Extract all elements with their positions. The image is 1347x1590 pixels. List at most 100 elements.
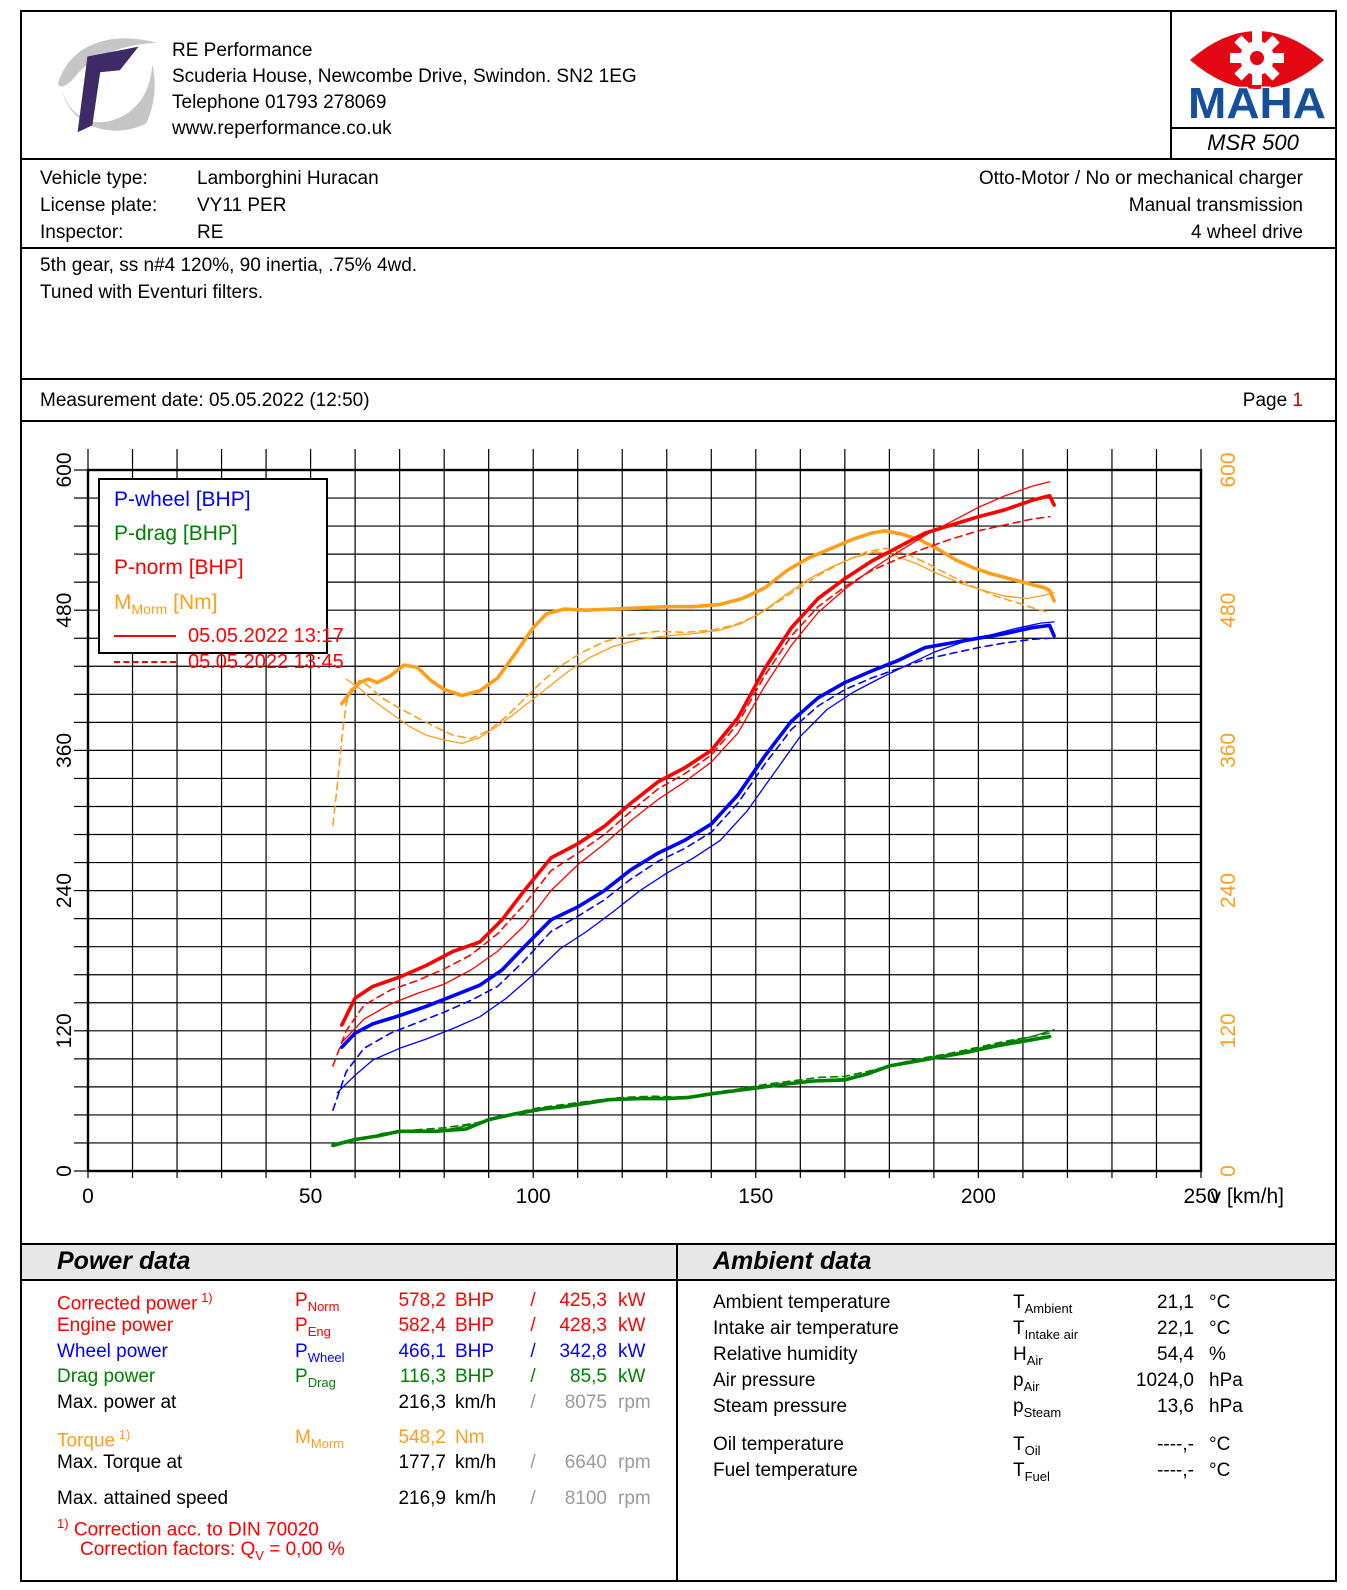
- vehicle-bottom-rule: [22, 247, 1335, 249]
- ambient-data-row: Air pressure pAir 1024,0 hPa: [713, 1370, 1243, 1394]
- ambient-data-row: Relative humidity HAir 54,4%: [713, 1344, 1226, 1368]
- license-plate-value: VY11 PER: [197, 195, 287, 216]
- header-divider: [1170, 12, 1172, 160]
- company-name: RE Performance: [172, 40, 313, 61]
- power-data-row: Torque 1) MMorm 548,2 Nm: [57, 1427, 485, 1452]
- svg-text:600: 600: [1217, 452, 1240, 487]
- comment-line: 5th gear, ss n#4 120%, 90 inertia, .75% …: [40, 255, 418, 276]
- header-bottom-rule: [22, 158, 1335, 160]
- curve-p-norm-bhp--13-17: [341, 481, 1051, 1044]
- ambient-data-row: Fuel temperature TFuel ----,- °C: [713, 1460, 1231, 1484]
- power-data-band: [22, 1243, 676, 1281]
- legend-run-dashed: 05.05.2022 13:45: [114, 649, 344, 675]
- chart-legend: P-wheel [BHP] P-drag [BHP] P-norm [BHP] …: [98, 478, 344, 673]
- svg-text:360: 360: [1217, 733, 1240, 768]
- svg-text:0: 0: [53, 1165, 76, 1177]
- page-border: [20, 10, 1337, 1582]
- company-block: RE Performance Scuderia House, Newcombe …: [172, 38, 637, 142]
- ambient-data-row: Steam pressure pSteam 13,6 hPa: [713, 1396, 1243, 1420]
- page-number: 1: [1292, 390, 1303, 411]
- comment-line: Tuned with Eventuri filters.: [40, 282, 264, 303]
- dashed-line-sample-icon: [114, 661, 176, 664]
- svg-text:150: 150: [738, 1185, 773, 1208]
- power-data-row: Wheel power PWheel 466,1 BHP/342,8 kW: [57, 1340, 646, 1365]
- curve-p-drag-bhp--main-12-50: [331, 1034, 1052, 1148]
- device-model: MSR 500: [1207, 130, 1299, 155]
- svg-text:120: 120: [1217, 1013, 1240, 1048]
- comment-block: 5th gear, ss n#4 120%, 90 inertia, .75% …: [40, 252, 417, 306]
- svg-text:120: 120: [53, 1013, 76, 1048]
- panel-divider: [676, 1243, 678, 1580]
- chart-curves: [331, 481, 1056, 1148]
- curve-m-morm-nm--13-17: [345, 551, 1055, 745]
- inspector-value: RE: [197, 222, 224, 243]
- engine-type: Otto-Motor / No or mechanical charger: [978, 168, 1303, 189]
- curve-p-norm-bhp--13-45: [332, 515, 1051, 1067]
- svg-text:360: 360: [53, 733, 76, 768]
- chart-grid: [86, 468, 1203, 1173]
- re-performance-logo: [57, 38, 157, 133]
- legend-item-p-wheel: P-wheel [BHP]: [114, 488, 251, 511]
- page-indicator: Page 1: [1242, 390, 1303, 411]
- svg-text:100: 100: [516, 1185, 551, 1208]
- curve-p-wheel-bhp--main-12-50: [339, 623, 1056, 1050]
- maha-gear-icon: [1230, 31, 1284, 85]
- measurement-bar: Measurement date: 05.05.2022 (12:50) Pag…: [40, 383, 1303, 419]
- curve-p-wheel-bhp--13-17: [336, 621, 1055, 1094]
- maha-box-rule: [1172, 127, 1335, 129]
- correction-factors: Correction factors: QV = 0,00 %: [80, 1539, 345, 1563]
- company-website: www.reperformance.co.uk: [172, 118, 392, 139]
- dyno-chart: 0 50 100 150 200 250 0 0 120 120 240 240 360 360 480 48…: [0, 425, 1347, 1230]
- axis-ticks: [74, 449, 1202, 1178]
- power-data-row: Max. attained speed 216,9 km/h/8100 rpm: [57, 1487, 651, 1509]
- power-data-title: Power data: [57, 1247, 191, 1275]
- measurement-top-rule: [22, 378, 1335, 380]
- power-data-row: Engine power PEng 582,4 BHP/428,3 kW: [57, 1315, 646, 1340]
- legend-item-p-drag: P-drag [BHP]: [114, 522, 238, 546]
- power-data-row: Max. Torque at 177,7 km/h/6640 rpm: [57, 1452, 651, 1474]
- svg-text:240: 240: [53, 873, 76, 908]
- correction-footnote: 1) Correction acc. to DIN 70020: [57, 1516, 319, 1541]
- transmission-type: Manual transmission: [1128, 195, 1303, 216]
- ambient-data-row: Ambient temperature TAmbient 21,1 °C: [713, 1292, 1231, 1316]
- power-data-row: Corrected power 1) PNorm 578,2 BHP/425,3 kW: [57, 1290, 646, 1315]
- curve-m-morm-nm--main-12-50: [339, 529, 1056, 706]
- re-logo-r-icon: [77, 46, 139, 133]
- ambient-data-band: [678, 1243, 1335, 1281]
- license-plate-label: License plate:: [40, 195, 158, 216]
- drive-type: 4 wheel drive: [1191, 222, 1303, 243]
- legend-item-torque: MMorm [Nm]: [114, 590, 218, 617]
- legend-run-solid: 05.05.2022 13:17: [114, 623, 344, 649]
- svg-text:480: 480: [1217, 593, 1240, 628]
- company-address: Scuderia House, Newcombe Drive, Swindon.…: [172, 66, 637, 87]
- vehicle-type-label: Vehicle type:: [40, 168, 148, 189]
- company-phone: Telephone 01793 278069: [172, 92, 387, 113]
- ambient-data-row: Intake air temperature TIntake air 22,1 °C: [713, 1318, 1231, 1342]
- svg-text:240: 240: [1217, 873, 1240, 908]
- curve-m-morm-nm--13-45: [332, 547, 1051, 827]
- ambient-data-title: Ambient data: [713, 1247, 872, 1275]
- svg-text:0: 0: [82, 1185, 94, 1208]
- solid-line-sample-icon: [114, 635, 176, 638]
- inspector-label: Inspector:: [40, 222, 124, 243]
- power-data-row: Drag power PDrag 116,3 BHP/85,5 kW: [57, 1366, 646, 1390]
- x-axis-label: v [km/h]: [1210, 1185, 1284, 1208]
- measurement-date: Measurement date: 05.05.2022 (12:50): [40, 390, 370, 411]
- maha-logo: MAHA: [1187, 31, 1328, 124]
- maha-brand-text: MAHA: [1188, 79, 1326, 124]
- svg-text:480: 480: [53, 593, 76, 628]
- svg-text:200: 200: [961, 1185, 996, 1208]
- curve-p-drag-bhp--13-17: [332, 1028, 1055, 1146]
- svg-text:600: 600: [53, 452, 76, 487]
- drivetrain-info: Otto-Motor / No or mechanical charger Ma…: [979, 165, 1303, 246]
- power-data-row: Max. power at 216,3 km/h/8075 rpm: [57, 1391, 651, 1413]
- measurement-bottom-rule: [22, 420, 1335, 422]
- curve-p-wheel-bhp--13-45: [332, 637, 1051, 1112]
- curve-p-norm-bhp--main-12-50: [339, 493, 1056, 1027]
- svg-text:50: 50: [299, 1185, 322, 1208]
- svg-text:0: 0: [1217, 1165, 1240, 1177]
- ambient-data-row: Oil temperature TOil ----,- °C: [713, 1434, 1231, 1458]
